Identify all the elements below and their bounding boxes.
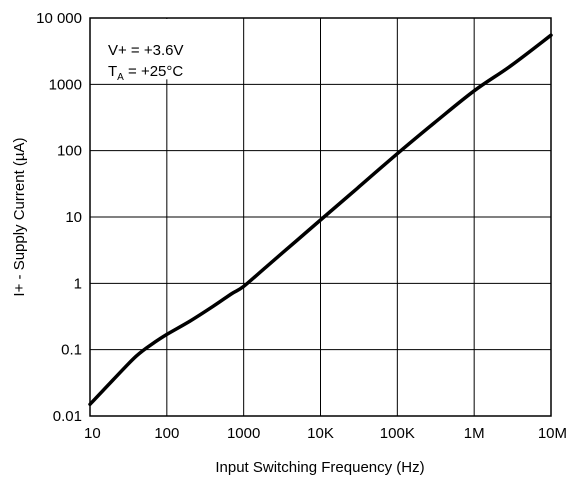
annotation-supply-voltage: V+ = +3.6V: [108, 42, 183, 59]
plot-frame: [89, 17, 552, 417]
x-tick-label: 1M: [464, 425, 485, 442]
y-tick-label: 100: [57, 143, 82, 160]
x-tick-label: 1000: [227, 425, 260, 442]
annotation-temperature: TA = +25°C: [108, 63, 183, 83]
x-tick-label: 10M: [538, 425, 567, 442]
x-tick-label: 100K: [380, 425, 415, 442]
annotation-background: [91, 19, 243, 80]
y-tick-label: 0.1: [61, 342, 82, 359]
x-tick-label: 10K: [307, 425, 334, 442]
x-axis-label: Input Switching Frequency (Hz): [215, 459, 424, 476]
y-tick-label: 0.01: [53, 408, 82, 425]
y-tick-label: 1: [74, 275, 82, 292]
supply-current-curve: [88, 33, 553, 407]
y-tick-labels: 0.01 0.1 1 10 100 1000 10 000: [36, 10, 82, 425]
y-axis-label: I+ - Supply Current (µA): [11, 137, 28, 296]
x-tick-label: 100: [154, 425, 179, 442]
x-tick-labels: 10 100 1000 10K 100K 1M 10M: [84, 425, 567, 442]
y-tick-label: 10 000: [36, 10, 82, 27]
series-layer: [88, 33, 553, 407]
y-tick-label: 10: [65, 209, 82, 226]
y-tick-label: 1000: [49, 76, 82, 93]
x-tick-label: 10: [84, 425, 101, 442]
